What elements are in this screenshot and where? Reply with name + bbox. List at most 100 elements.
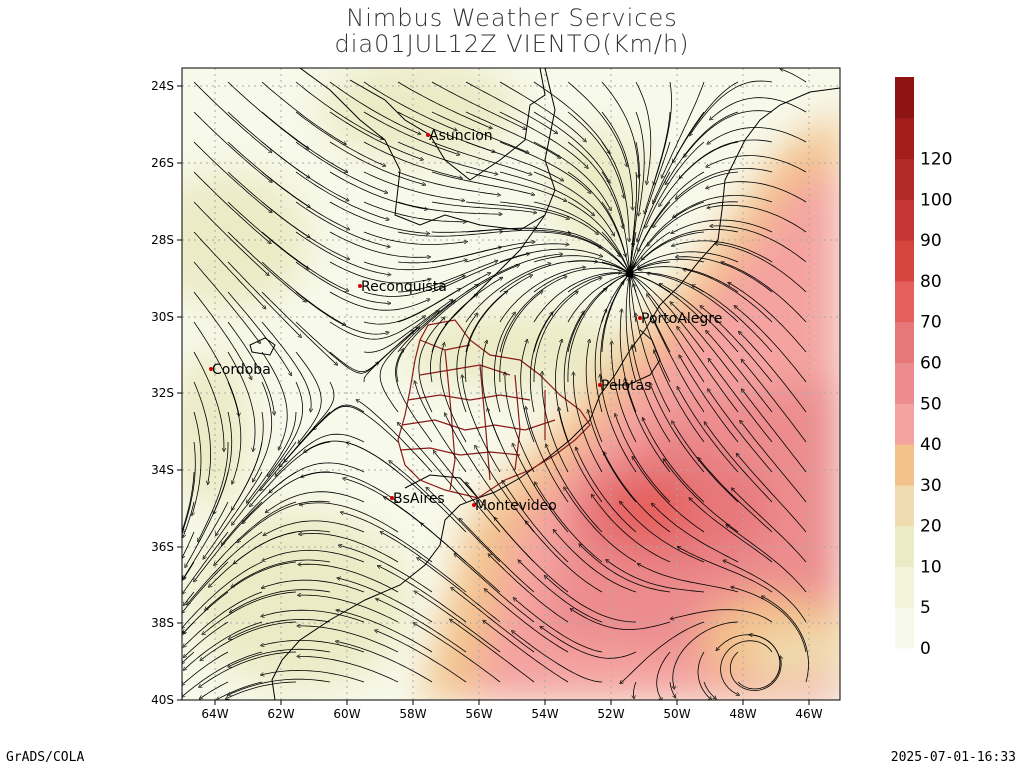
streamline xyxy=(217,681,263,699)
streamline xyxy=(431,171,534,195)
streamline xyxy=(462,376,501,473)
streamline xyxy=(488,409,535,503)
streamline xyxy=(638,171,705,251)
streamline xyxy=(452,588,535,653)
streamline xyxy=(193,261,260,343)
streamline xyxy=(188,531,263,604)
streamline xyxy=(295,291,388,334)
streamline xyxy=(729,283,807,353)
colorbar-swatch xyxy=(895,240,914,282)
streamline xyxy=(612,342,637,443)
streamline xyxy=(379,566,467,623)
streamline xyxy=(465,276,531,353)
streamline xyxy=(632,346,671,443)
streamline xyxy=(654,351,705,443)
streamline xyxy=(329,201,428,233)
streamline xyxy=(722,262,807,323)
streamline xyxy=(465,201,568,219)
streamline xyxy=(533,111,609,182)
lat-tick-label: 34S xyxy=(151,463,174,477)
streamline xyxy=(232,441,297,524)
streamline xyxy=(456,314,477,413)
streamline xyxy=(431,111,528,152)
streamline xyxy=(631,171,671,268)
streamline xyxy=(708,390,773,473)
streamline xyxy=(238,500,331,541)
streamline xyxy=(554,530,637,593)
streamline xyxy=(615,415,671,503)
streamline xyxy=(329,141,424,185)
colorbar-swatch xyxy=(895,158,914,200)
streamline xyxy=(295,351,322,442)
streamline xyxy=(299,595,399,623)
streamline xyxy=(732,489,807,563)
streamline xyxy=(489,555,569,623)
streamline xyxy=(227,321,274,414)
streamline xyxy=(737,454,807,533)
streamline xyxy=(182,441,196,532)
colorbar-swatch xyxy=(895,77,914,119)
streamline xyxy=(203,591,297,634)
streamline xyxy=(341,512,433,563)
colorbar-swatch xyxy=(895,362,914,404)
streamline xyxy=(338,578,433,623)
streamline xyxy=(571,609,671,630)
streamline xyxy=(693,286,773,353)
streamline xyxy=(206,561,297,610)
streamline xyxy=(559,408,603,503)
streamline xyxy=(464,292,507,383)
streamline xyxy=(377,599,467,653)
streamline xyxy=(724,561,807,623)
streamline xyxy=(229,648,331,666)
streamline xyxy=(262,640,365,653)
streamline xyxy=(337,642,433,683)
streamline xyxy=(705,423,773,503)
streamline xyxy=(397,232,502,237)
streamline xyxy=(363,81,456,130)
streamline xyxy=(499,201,598,234)
colorbar-label: 90 xyxy=(920,231,942,251)
streamline xyxy=(184,591,263,646)
streamline xyxy=(261,291,337,364)
streamline xyxy=(182,561,229,612)
streamline xyxy=(485,590,569,653)
streamline xyxy=(261,141,348,200)
streamline xyxy=(298,656,399,683)
streamline xyxy=(680,139,773,178)
colorbar-label: 120 xyxy=(920,150,952,170)
streamline xyxy=(720,640,773,695)
streamline xyxy=(580,545,671,593)
streamline xyxy=(494,313,514,413)
streamline xyxy=(193,171,270,243)
axes: 24S 26S 28S 30S 32S 34S 36S 38S 40S 64W 62W 60W 58W 5… xyxy=(151,79,823,721)
streamline xyxy=(460,519,535,593)
streamline xyxy=(430,295,477,383)
streamline xyxy=(261,261,345,325)
streamline xyxy=(182,561,263,628)
streamline xyxy=(484,621,569,683)
streamline xyxy=(182,651,263,696)
streamline xyxy=(295,111,385,166)
streamline xyxy=(231,589,331,612)
streamline xyxy=(576,448,637,533)
streamline xyxy=(397,261,497,293)
streamline xyxy=(431,265,518,323)
streamline xyxy=(741,421,807,503)
streamline xyxy=(541,627,637,659)
streamline xyxy=(646,141,705,227)
streamline xyxy=(250,441,331,506)
streamline xyxy=(620,502,705,563)
city-label: Cordoba xyxy=(212,362,271,378)
streamline xyxy=(526,522,603,593)
streamline xyxy=(763,597,809,683)
streamline xyxy=(465,141,563,180)
streamline xyxy=(672,422,739,503)
streamline xyxy=(690,499,773,563)
streamline xyxy=(742,360,807,443)
streamline xyxy=(533,267,632,293)
streamline xyxy=(227,351,255,450)
streamline xyxy=(381,532,467,593)
streamline xyxy=(229,678,331,695)
colorbar-label: 70 xyxy=(920,313,942,333)
streamline xyxy=(431,254,529,293)
